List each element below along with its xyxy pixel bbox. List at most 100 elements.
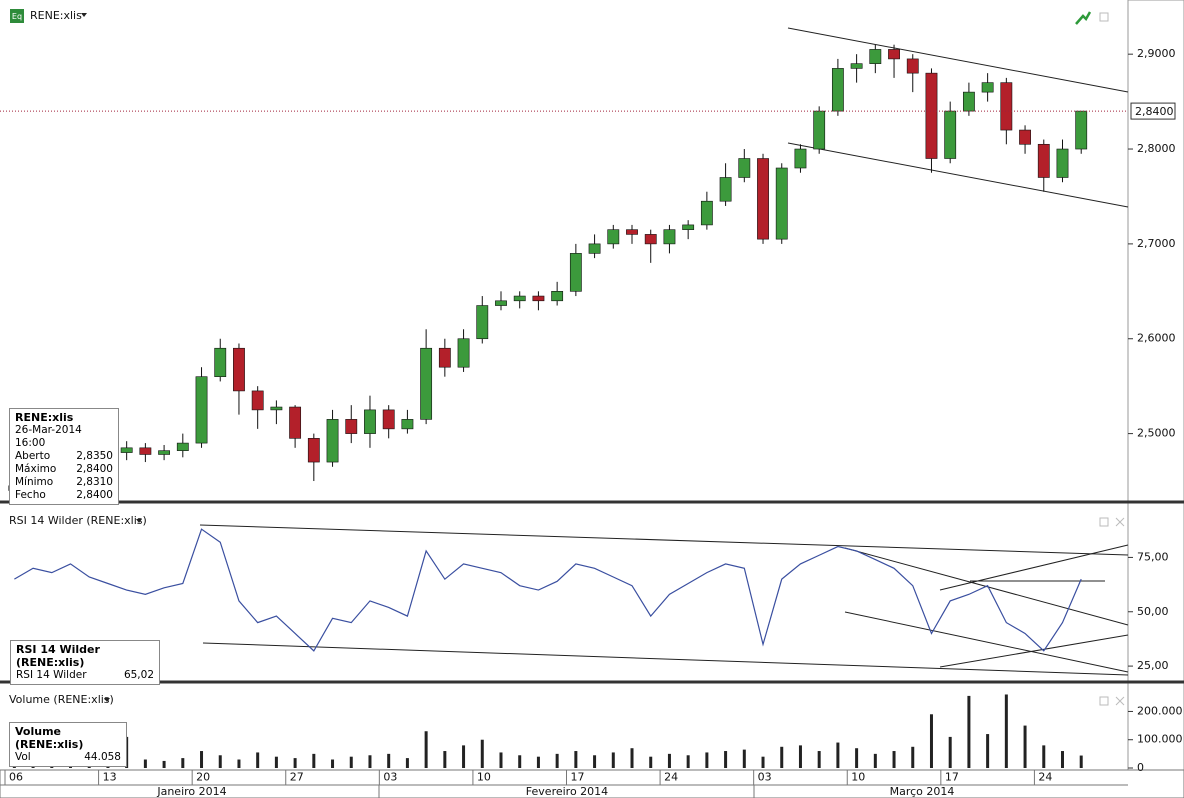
volume-bar [967,695,971,768]
x-tick-label: 17 [945,771,959,784]
dropdown-arrow[interactable] [81,13,87,17]
month-label: Março 2014 [890,785,955,798]
volume-bar [593,755,597,768]
info-box: RENE:xlis 26-Mar-2014 16:00 Aberto 2,8350… [9,408,119,505]
volume-bar [443,751,447,768]
badge[interactable] [10,9,24,23]
month-label: Janeiro 2014 [156,785,226,798]
dropdown-arrow[interactable] [104,698,110,702]
info-value: 44.058 [84,751,121,763]
window-icon[interactable] [1099,12,1109,22]
x-tick-label: 17 [571,771,585,784]
x-tick-label: 20 [196,771,210,784]
last-value-label: 2,8400 [1135,105,1174,118]
volume-bar [387,753,391,768]
volume-bar [798,745,802,768]
x-tick-label: 24 [1038,771,1052,784]
volume-bar [574,751,578,768]
volume-bar [143,759,147,768]
candle-body [757,158,769,240]
volume-bar [686,755,690,768]
window-icon[interactable] [1099,517,1109,527]
candle-body [307,438,320,463]
info-row: Vol 44.058 [15,751,121,764]
info-label: Vol [15,751,31,763]
info-value: 65,02 [123,669,154,681]
y-tick-label: 50,00 [1137,605,1169,618]
volume-bar [1079,755,1083,768]
volume-bar [256,752,260,768]
info-box: RSI 14 Wilder (RENE:xlis) RSI 14 Wilder 6… [10,640,160,685]
candle-body [888,49,900,60]
x-tick-label: 13 [103,771,117,784]
volume-bar [293,758,297,768]
candle-body [626,229,638,235]
candle-body [438,347,451,368]
info-date: 26-Mar-2014 16:00 [15,424,82,449]
candle-body [532,295,545,302]
volume-bar [274,756,278,768]
candle-body [495,300,507,306]
candle-body [925,72,938,159]
right-axis-strip [1127,0,1184,771]
candle-body [195,376,208,444]
trend-icon[interactable] [1075,11,1092,25]
candle-body [176,442,189,451]
volume-bar [1042,745,1046,768]
close-icon[interactable] [1115,517,1125,527]
candle-body [850,63,863,69]
candle-body [1019,129,1031,145]
volume-bar [630,748,634,768]
candle-body [682,224,695,230]
candle-body [364,409,376,434]
candle-body [120,447,133,453]
volume-bar [929,714,933,768]
candle-body [644,234,657,245]
trendline [202,642,1129,676]
y-tick-label: 2,9000 [1137,47,1176,60]
volume-bar [911,746,915,768]
info-value: 2,8400 [76,489,113,501]
volume-bar [761,756,765,768]
candle-body [569,253,582,292]
panel-title[interactable]: RENE:xlis [30,9,82,22]
volume-bar [742,749,746,768]
info-title: Volume (RENE:xlis) [15,725,84,751]
info-label: Máximo [15,463,57,475]
trendline [787,27,1129,93]
volume-bar [518,755,522,768]
panel-title[interactable]: Volume (RENE:xlis) [9,693,114,706]
info-row: Aberto 2,8350 [15,450,113,463]
volume-bar [1060,751,1064,768]
trendline [844,611,1129,673]
volume-bar [200,751,204,768]
volume-bar [237,759,241,768]
candle-body [607,229,620,245]
panel-title[interactable]: RSI 14 Wilder (RENE:xlis) [9,514,147,527]
trendline [787,142,1129,208]
info-value: 2,8400 [76,463,113,475]
info-value: 2,8350 [76,450,113,462]
volume-bar [1023,725,1027,768]
candle-body [981,82,994,93]
volume-bar [499,752,503,768]
volume-bar [705,752,709,768]
close-icon[interactable] [1115,696,1125,706]
candle-body [738,158,751,178]
volume-bar [312,753,316,768]
info-label: Fecho [15,489,46,501]
dropdown-arrow[interactable] [136,519,142,523]
trendline [199,524,1129,556]
y-tick-label: 0 [1137,761,1144,774]
window-icon[interactable] [1099,696,1109,706]
last-value-box [1130,102,1176,120]
candle-body [663,229,676,245]
info-row: Mínimo 2,8310 [15,476,113,489]
y-tick-label: 200.000 [1137,704,1183,717]
candle-body [457,338,470,368]
y-tick-label: 2,8000 [1137,142,1176,155]
y-tick-label: 75,00 [1137,550,1169,563]
candle-body [775,167,788,240]
